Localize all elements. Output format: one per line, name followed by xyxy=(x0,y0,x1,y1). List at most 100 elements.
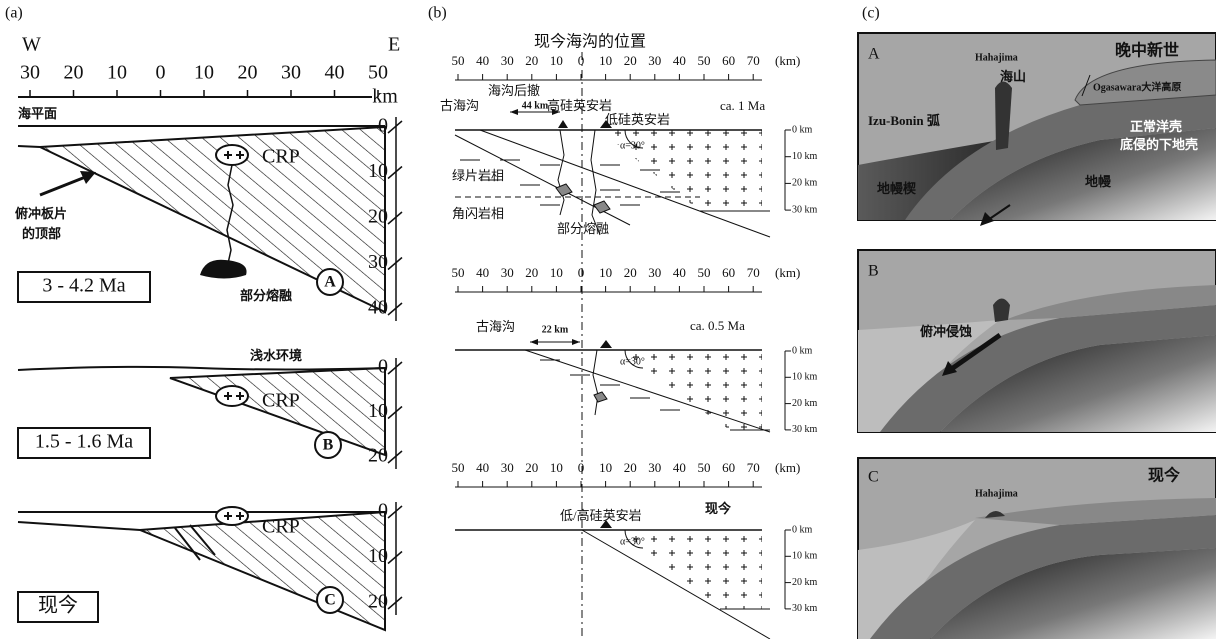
label: 角闪岩相 xyxy=(452,206,504,221)
age-label: 3 - 4.2 Ma xyxy=(42,275,125,297)
tick-label: 50 xyxy=(698,265,711,280)
tick xyxy=(388,506,402,518)
tick-label: 30 xyxy=(501,53,514,68)
depth-tick-label: 20 xyxy=(368,445,388,467)
tick-label: 10 xyxy=(599,460,612,475)
depth-tick-label: 0 xyxy=(378,500,388,522)
label: Ogasawara大洋高原 xyxy=(1093,80,1181,93)
tick-label: 70 xyxy=(747,265,760,280)
label: 正常洋壳 xyxy=(1130,119,1182,134)
label: 部分熔融 xyxy=(240,288,292,303)
depth-tick-label: 0 km xyxy=(792,124,813,135)
depth-tick-label: 0 xyxy=(378,356,388,378)
tick-label: 10 xyxy=(550,460,563,475)
unit: (km) xyxy=(775,265,800,280)
depth-tick-label: 30 km xyxy=(792,424,818,435)
tick-label: 0 xyxy=(578,460,585,475)
label: 地幔 xyxy=(1085,174,1112,189)
tick-label: 60 xyxy=(722,53,735,68)
unit: km xyxy=(372,86,398,108)
tick-label: 40 xyxy=(673,460,686,475)
label: α=30° xyxy=(620,536,645,547)
label: (c) xyxy=(862,5,880,22)
depth-tick-label: 10 km xyxy=(792,551,818,562)
label: 22 km xyxy=(542,324,569,335)
tick-label: 10 xyxy=(599,265,612,280)
label: C xyxy=(868,469,879,486)
tick-label: 0 xyxy=(156,62,166,84)
tick-label: 70 xyxy=(747,460,760,475)
tick-label: 40 xyxy=(325,62,345,84)
tick xyxy=(388,451,402,463)
tick xyxy=(388,552,402,564)
label: ca. 1 Ma xyxy=(720,98,765,113)
label: 古海沟 xyxy=(476,319,515,334)
tick-label: 10 xyxy=(550,53,563,68)
label: 地幔楔 xyxy=(877,181,916,196)
tick-label: 40 xyxy=(476,265,489,280)
depth-tick-label: 20 km xyxy=(792,178,818,189)
label: B xyxy=(868,263,879,280)
depth-tick-label: 0 km xyxy=(792,524,813,535)
label: 低/高硅英安岩 xyxy=(560,508,642,523)
label: 海平面 xyxy=(18,106,57,121)
tick xyxy=(388,597,402,609)
tick-label: 20 xyxy=(525,53,538,68)
tick-label: 30 xyxy=(20,62,40,84)
tick xyxy=(388,303,402,315)
depth-tick-label: 20 km xyxy=(792,398,818,409)
depth-tick-label: 30 km xyxy=(792,603,818,614)
tick-label: 50 xyxy=(452,265,465,280)
crp-label: CRP xyxy=(262,390,300,412)
tick xyxy=(388,167,402,179)
age-label: 1.5 - 1.6 Ma xyxy=(35,431,133,453)
depth-tick-label: 30 km xyxy=(792,204,818,215)
tick-label: 20 xyxy=(525,265,538,280)
depth-tick-label: 20 xyxy=(368,206,388,228)
tick-label: 60 xyxy=(722,265,735,280)
label: 浅水环境 xyxy=(250,348,302,363)
depth-tick-label: 30 xyxy=(368,251,388,273)
stage-marker: C xyxy=(324,592,336,609)
label: 海山 xyxy=(1000,69,1026,84)
tick-label: 20 xyxy=(525,460,538,475)
label: 现今 xyxy=(1148,466,1180,485)
label: 现今海沟的位置 xyxy=(534,33,646,51)
tick-label: 50 xyxy=(368,62,388,84)
label: E xyxy=(388,34,400,56)
tick-label: 50 xyxy=(698,53,711,68)
label: 低硅英安岩 xyxy=(605,112,670,127)
label: 绿片岩相 xyxy=(452,168,504,183)
unit: (km) xyxy=(775,53,800,68)
label: 底侵的下地壳 xyxy=(1120,137,1198,152)
tick xyxy=(388,121,402,133)
depth-tick-label: 10 xyxy=(368,160,388,182)
label: α=30° xyxy=(620,356,645,367)
tick-label: 0 xyxy=(578,53,585,68)
crp-label: CRP xyxy=(262,516,300,538)
label: 高硅英安岩 xyxy=(547,98,612,113)
label: 俯冲侵蚀 xyxy=(920,324,972,339)
label: 现今 xyxy=(705,501,732,516)
age-label: 现今 xyxy=(38,594,78,617)
depth-tick-label: 20 xyxy=(368,591,388,613)
label: 的顶部 xyxy=(22,226,61,241)
crp-label: CRP xyxy=(262,146,300,168)
tick-label: 20 xyxy=(64,62,84,84)
label: (a) xyxy=(5,5,23,22)
label: (b) xyxy=(428,5,447,22)
label: 晚中新世 xyxy=(1115,41,1179,60)
tick-label: 30 xyxy=(281,62,301,84)
label: 古海沟 xyxy=(440,98,479,113)
label: Hahajima xyxy=(975,52,1018,63)
tick-label: 20 xyxy=(238,62,258,84)
tick-label: 30 xyxy=(501,265,514,280)
tick-label: 40 xyxy=(673,53,686,68)
tick-label: 20 xyxy=(624,265,637,280)
label: Hahajima xyxy=(975,488,1018,499)
tick-label: 30 xyxy=(648,460,661,475)
tick-label: 30 xyxy=(648,265,661,280)
tick xyxy=(388,407,402,419)
depth-tick-label: 10 km xyxy=(792,372,818,383)
tick-label: 20 xyxy=(624,460,637,475)
